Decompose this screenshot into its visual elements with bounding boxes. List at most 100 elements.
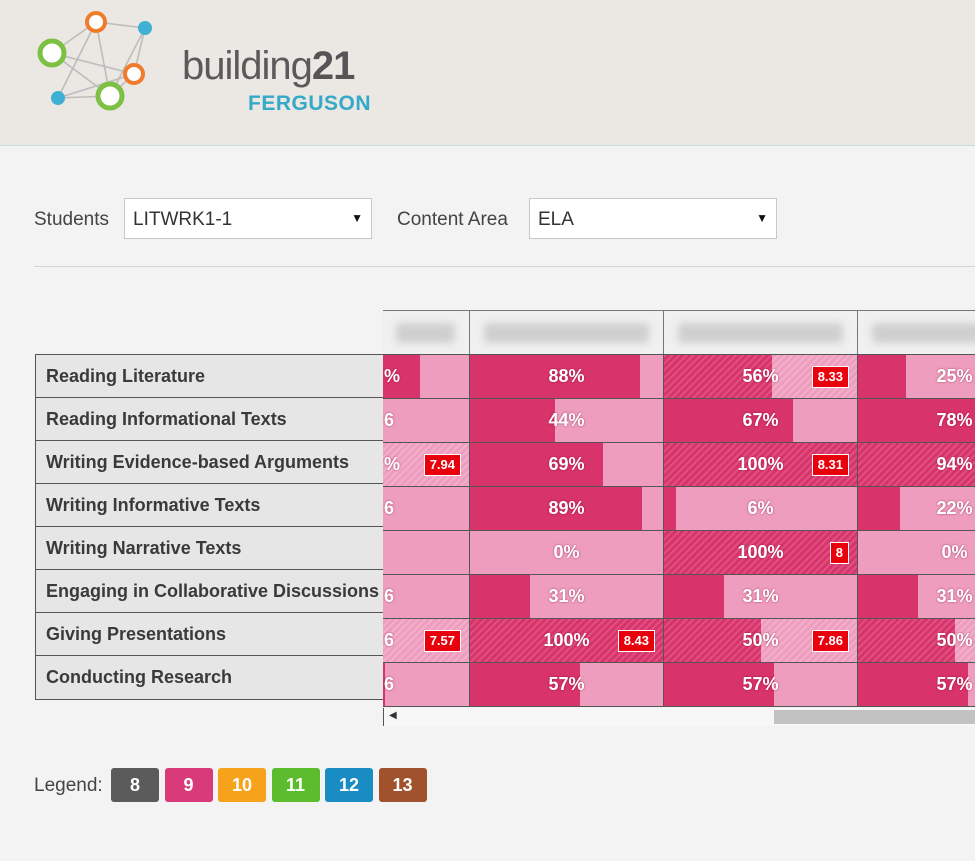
grid-cell[interactable]: 25% <box>858 355 975 399</box>
redacted-name <box>484 323 649 343</box>
row-label: Conducting Research <box>36 656 384 699</box>
legend-item-grade: 10 <box>218 768 266 802</box>
percent-label: 56% <box>742 366 779 386</box>
grid-cell[interactable]: % <box>383 355 470 399</box>
grid-cell[interactable]: 78% <box>858 399 975 443</box>
progress-fill <box>858 355 907 398</box>
row-label: Giving Presentations <box>36 613 384 656</box>
grid-cell[interactable]: 6% <box>664 487 858 531</box>
row-label: Engaging in Collaborative Discussions <box>36 570 384 613</box>
grid-cell[interactable]: 6 7.57 <box>383 619 470 663</box>
grid-cell[interactable]: 69% <box>470 443 664 487</box>
chevron-down-icon: ▼ <box>756 211 768 225</box>
percent-label: 57% <box>548 674 585 694</box>
row-label: Reading Literature <box>36 355 384 398</box>
grid-cell[interactable]: 31% <box>858 575 975 619</box>
progress-fill <box>858 663 968 706</box>
app-header: building21 FERGUSON <box>0 0 975 146</box>
horizontal-scrollbar[interactable]: ◀ <box>383 708 975 726</box>
grid-cell[interactable]: 0% <box>858 531 975 575</box>
percent-label: 0% <box>553 542 580 562</box>
grid-cell[interactable]: 89% <box>470 487 664 531</box>
percent-label: 69% <box>548 454 585 474</box>
progress-fill <box>664 531 857 574</box>
progress-fill <box>664 355 773 398</box>
grid-cell[interactable] <box>383 531 470 575</box>
legend-item-grade: 8 <box>111 768 159 802</box>
grid-cell[interactable]: 94% <box>858 443 975 487</box>
percent-label: % <box>384 366 401 386</box>
students-select[interactable]: LITWRK1-1 ▼ <box>124 198 372 239</box>
grid-cells: % 6% 7.94 6 6 6 7.57 6 88% 44% 69% 89% 0% 31% 100% 8.43… <box>383 354 975 707</box>
progress-fill <box>383 663 386 706</box>
progress-fill <box>664 487 676 530</box>
progress-fill <box>858 575 918 618</box>
grid-cell[interactable]: 100% 8 <box>664 531 858 575</box>
legend-label: Legend: <box>34 775 103 796</box>
grid-cell[interactable]: 31% <box>664 575 858 619</box>
building21-logo[interactable]: building21 FERGUSON <box>30 8 371 118</box>
grid-cell[interactable]: 44% <box>470 399 664 443</box>
percent-label: 88% <box>548 366 585 386</box>
grid-cell[interactable]: 100% 8.43 <box>470 619 664 663</box>
grid-cell[interactable]: 67% <box>664 399 858 443</box>
content-area-select[interactable]: ELA ▼ <box>529 198 777 239</box>
row-label: Writing Narrative Texts <box>36 527 384 570</box>
grid-cell[interactable]: 6 <box>383 575 470 619</box>
percent-label: 0% <box>941 542 968 562</box>
legend: Legend: 8 9 10 11 12 13 <box>34 768 454 802</box>
score-badge: 8.33 <box>811 366 849 388</box>
percent-label: 6 <box>384 630 395 650</box>
percent-label: 22% <box>936 498 973 518</box>
score-badge: 7.94 <box>423 454 461 476</box>
grid-cell[interactable]: 57% <box>664 663 858 707</box>
scroll-left-icon[interactable]: ◀ <box>389 710 397 721</box>
progress-fill <box>858 487 901 530</box>
percent-label: 6 <box>384 674 395 694</box>
score-badge: 8.43 <box>617 630 655 652</box>
legend-item-grade: 11 <box>271 768 320 802</box>
grid-cell[interactable]: 57% <box>858 663 975 707</box>
grid-cell[interactable]: % 7.94 <box>383 443 470 487</box>
legend-item-grade: 13 <box>378 768 427 802</box>
progress-fill <box>470 663 580 706</box>
percent-label: 57% <box>936 674 973 694</box>
progress-fill <box>470 487 642 530</box>
grid-cell[interactable]: 50% 7.86 <box>664 619 858 663</box>
percent-label: 100% <box>737 454 784 474</box>
grid-cell[interactable]: 100% 8.31 <box>664 443 858 487</box>
score-badge: 8 <box>829 542 849 564</box>
scrollbar-thumb[interactable] <box>774 710 975 724</box>
percent-label: 6 <box>384 586 395 606</box>
progress-fill <box>470 443 604 486</box>
grid-cell[interactable]: 50% <box>858 619 975 663</box>
students-label: Students <box>34 209 109 230</box>
students-select-value: LITWRK1-1 <box>133 209 233 230</box>
percent-label: 6% <box>747 498 774 518</box>
percent-label: 94% <box>936 454 973 474</box>
progress-fill <box>664 619 761 662</box>
grid-cell[interactable]: 0% <box>470 531 664 575</box>
percent-label: 100% <box>543 630 590 650</box>
percent-label: 25% <box>936 366 973 386</box>
percent-label: 89% <box>548 498 585 518</box>
grid-cell[interactable]: 6 <box>383 399 470 443</box>
grid-cell[interactable]: 56% 8.33 <box>664 355 858 399</box>
redacted-name <box>678 323 843 343</box>
score-badge: 8.31 <box>811 454 849 476</box>
row-labels: Reading Literature Reading Informational … <box>35 354 384 700</box>
score-badge: 7.86 <box>811 630 849 652</box>
percent-label: 67% <box>742 410 779 430</box>
grid-cell[interactable]: 31% <box>470 575 664 619</box>
percent-label: 31% <box>742 586 779 606</box>
column-header <box>858 310 975 354</box>
grid-cell[interactable]: 6 <box>383 487 470 531</box>
percent-label: 57% <box>742 674 779 694</box>
percent-label: 31% <box>936 586 973 606</box>
grid-cell[interactable]: 6 <box>383 663 470 707</box>
redacted-name <box>396 323 455 343</box>
grid-cell[interactable]: 88% <box>470 355 664 399</box>
grid-cell[interactable]: 57% <box>470 663 664 707</box>
grid-cell[interactable]: 22% <box>858 487 975 531</box>
redacted-name <box>872 323 975 343</box>
